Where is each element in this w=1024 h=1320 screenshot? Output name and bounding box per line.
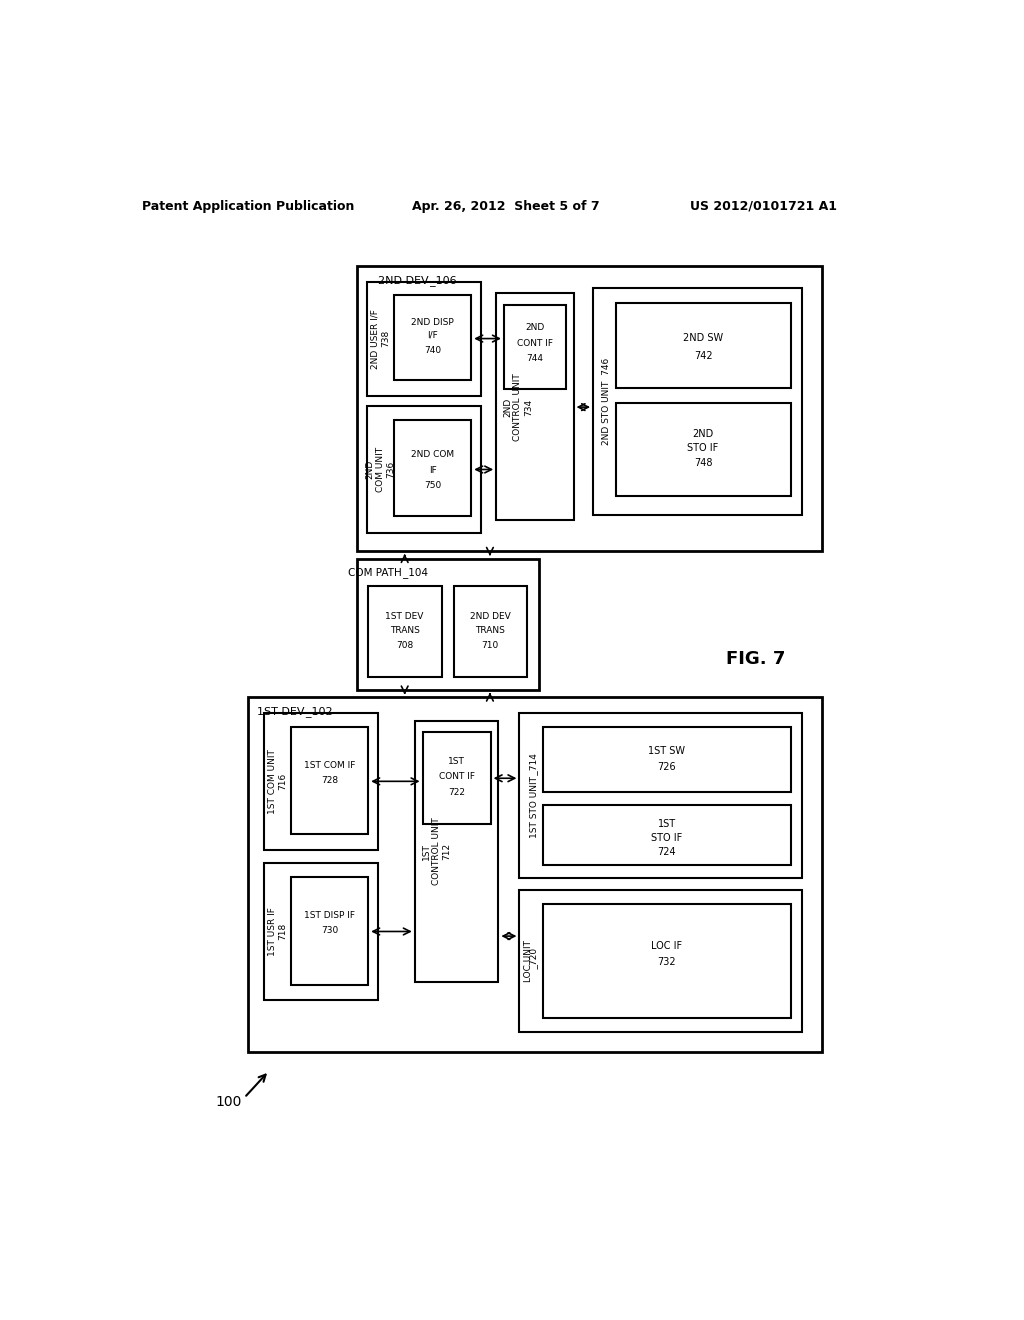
Bar <box>496 293 573 520</box>
Text: 1ST DEV: 1ST DEV <box>385 612 424 620</box>
Text: LOC IF: LOC IF <box>651 941 682 952</box>
Text: CONT IF: CONT IF <box>438 772 474 781</box>
Text: 2ND SW: 2ND SW <box>683 333 723 343</box>
Bar <box>543 904 791 1018</box>
Text: 1ST
CONTROL UNIT
712: 1ST CONTROL UNIT 712 <box>422 817 452 886</box>
Text: 744: 744 <box>526 354 544 363</box>
Text: 742: 742 <box>693 351 713 360</box>
Text: 724: 724 <box>657 847 676 857</box>
Text: 1ST DISP IF: 1ST DISP IF <box>304 911 355 920</box>
Text: 748: 748 <box>694 458 713 469</box>
Text: 2ND DISP: 2ND DISP <box>412 318 454 327</box>
Text: 2ND STO UNIT  746: 2ND STO UNIT 746 <box>602 358 611 445</box>
Text: 1ST COM UNIT
716: 1ST COM UNIT 716 <box>268 748 288 813</box>
Text: LOC UNIT
̲720: LOC UNIT ̲720 <box>523 940 543 982</box>
Text: IF: IF <box>429 466 436 475</box>
Bar <box>356 558 539 689</box>
Text: 1ST SW: 1ST SW <box>648 746 685 756</box>
Bar <box>593 288 802 515</box>
Text: 2ND DEV: 2ND DEV <box>470 612 510 620</box>
Text: FIG. 7: FIG. 7 <box>726 649 785 668</box>
Bar <box>543 726 791 792</box>
Text: TRANS: TRANS <box>475 626 505 635</box>
Bar <box>263 863 378 1001</box>
Bar <box>543 805 791 866</box>
Bar <box>423 733 490 825</box>
Text: CONT IF: CONT IF <box>517 339 553 347</box>
Text: 1ST: 1ST <box>449 756 465 766</box>
Text: 1ST USR IF
718: 1ST USR IF 718 <box>268 907 288 956</box>
Bar <box>616 304 791 388</box>
Text: Apr. 26, 2012  Sheet 5 of 7: Apr. 26, 2012 Sheet 5 of 7 <box>412 199 599 213</box>
Text: 740: 740 <box>424 346 441 355</box>
Text: 2ND
COM UNIT
736: 2ND COM UNIT 736 <box>366 447 395 492</box>
Bar <box>248 697 821 1052</box>
Bar <box>369 586 442 677</box>
Text: 710: 710 <box>481 642 499 651</box>
Text: 2ND DEV  ̲106: 2ND DEV ̲106 <box>378 275 457 285</box>
Bar <box>367 407 481 533</box>
Text: 1ST: 1ST <box>657 820 676 829</box>
Bar <box>291 876 369 985</box>
Bar <box>519 890 802 1032</box>
Bar <box>415 721 499 982</box>
Text: 726: 726 <box>657 762 676 772</box>
Bar <box>263 713 378 850</box>
Text: 730: 730 <box>321 927 338 935</box>
Text: 1ST STO UNIT  ̲714: 1ST STO UNIT ̲714 <box>528 754 538 838</box>
Bar <box>504 305 566 389</box>
Bar <box>394 296 471 380</box>
Bar <box>454 586 527 677</box>
Text: US 2012/0101721 A1: US 2012/0101721 A1 <box>690 199 837 213</box>
Text: 2ND
CONTROL UNIT
734: 2ND CONTROL UNIT 734 <box>503 374 532 441</box>
Text: 2ND COM: 2ND COM <box>411 450 454 459</box>
Text: 100: 100 <box>216 1094 242 1109</box>
Bar <box>356 267 821 552</box>
Text: 2ND USER I/F
738: 2ND USER I/F 738 <box>371 309 390 368</box>
Text: 2ND: 2ND <box>525 323 545 333</box>
Bar <box>616 404 791 496</box>
Text: 732: 732 <box>657 957 676 966</box>
Text: STO IF: STO IF <box>687 444 719 453</box>
Text: Patent Application Publication: Patent Application Publication <box>142 199 354 213</box>
Text: 1ST DEV  ̲102: 1ST DEV ̲102 <box>257 706 333 717</box>
Text: 750: 750 <box>424 482 441 490</box>
Bar <box>367 281 481 396</box>
Text: 2ND: 2ND <box>692 429 714 440</box>
Text: 728: 728 <box>321 776 338 785</box>
Bar <box>394 420 471 516</box>
Text: 1ST COM IF: 1ST COM IF <box>304 760 355 770</box>
Bar <box>519 713 802 878</box>
Text: 722: 722 <box>449 788 465 796</box>
Text: TRANS: TRANS <box>390 626 420 635</box>
Text: I/F: I/F <box>427 331 438 341</box>
Text: 708: 708 <box>396 642 414 651</box>
Bar <box>291 726 369 834</box>
Text: COM PATH  ̲104: COM PATH ̲104 <box>347 568 428 578</box>
Text: STO IF: STO IF <box>651 833 682 843</box>
